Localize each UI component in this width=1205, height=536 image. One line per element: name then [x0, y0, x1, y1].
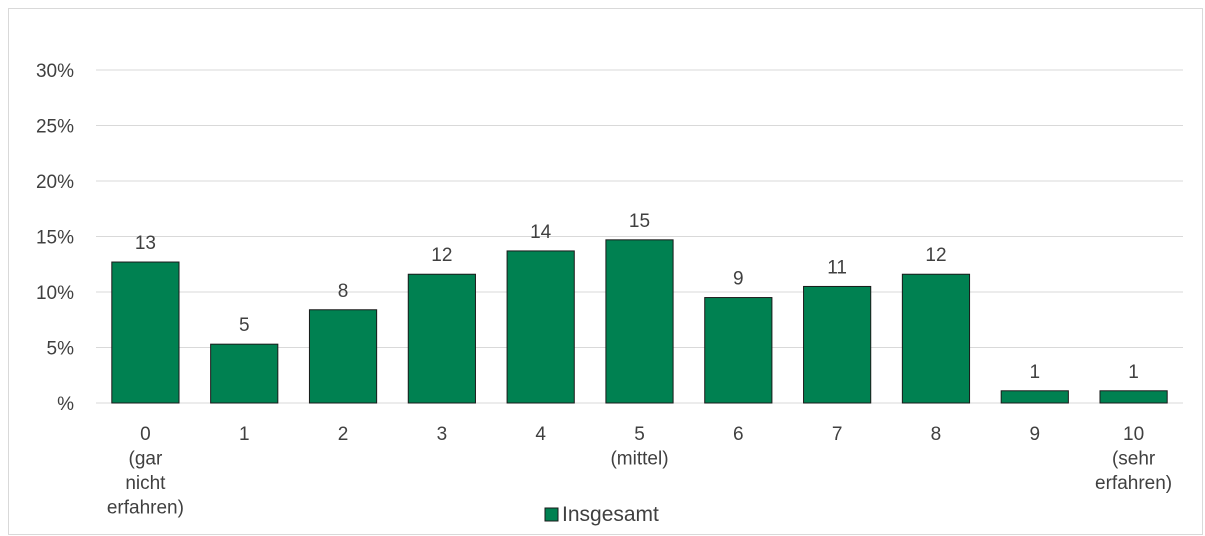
y-tick-label: %	[57, 394, 74, 415]
bar	[506, 250, 575, 404]
bar	[605, 239, 674, 404]
x-tick-label: 8	[931, 424, 942, 445]
bar	[210, 343, 279, 404]
bar	[1000, 390, 1069, 404]
x-tick-label: 3	[437, 424, 448, 445]
legend-label: Insgesamt	[562, 503, 659, 526]
y-tick-label: 5%	[47, 339, 75, 360]
x-tick-label: 10 (sehr erfahren)	[1095, 424, 1172, 494]
bar	[901, 273, 971, 404]
legend-swatch	[544, 507, 559, 522]
x-tick-label: 1	[239, 424, 250, 445]
bar	[704, 297, 773, 404]
data-label: 12	[431, 245, 452, 266]
y-tick-label: 30%	[36, 61, 74, 82]
x-tick-label: 2	[338, 424, 349, 445]
data-label: 13	[135, 233, 156, 254]
bar	[803, 285, 872, 404]
data-label: 8	[338, 281, 349, 302]
data-label: 15	[629, 211, 650, 232]
x-tick-label: 6	[733, 424, 744, 445]
data-label: 1	[1128, 362, 1139, 383]
x-tick-label: 0 (gar nicht erfahren)	[107, 424, 184, 519]
y-tick-label: 10%	[36, 283, 74, 304]
x-tick-label: 7	[832, 424, 843, 445]
y-tick-label: 20%	[36, 172, 74, 193]
x-tick-label: 4	[535, 424, 546, 445]
x-tick-label: 9	[1029, 424, 1040, 445]
bar	[1099, 390, 1168, 404]
x-tick-label: 5 (mittel)	[610, 424, 668, 470]
bar	[111, 261, 180, 404]
y-tick-label: 15%	[36, 228, 74, 249]
data-label: 11	[827, 257, 847, 278]
data-label: 9	[733, 269, 744, 290]
bar	[407, 273, 476, 404]
data-label: 5	[239, 315, 250, 336]
data-label: 14	[530, 222, 552, 243]
data-label: 1	[1029, 362, 1040, 383]
bar	[308, 309, 378, 404]
data-label: 12	[925, 245, 946, 266]
y-tick-label: 25%	[36, 117, 74, 138]
